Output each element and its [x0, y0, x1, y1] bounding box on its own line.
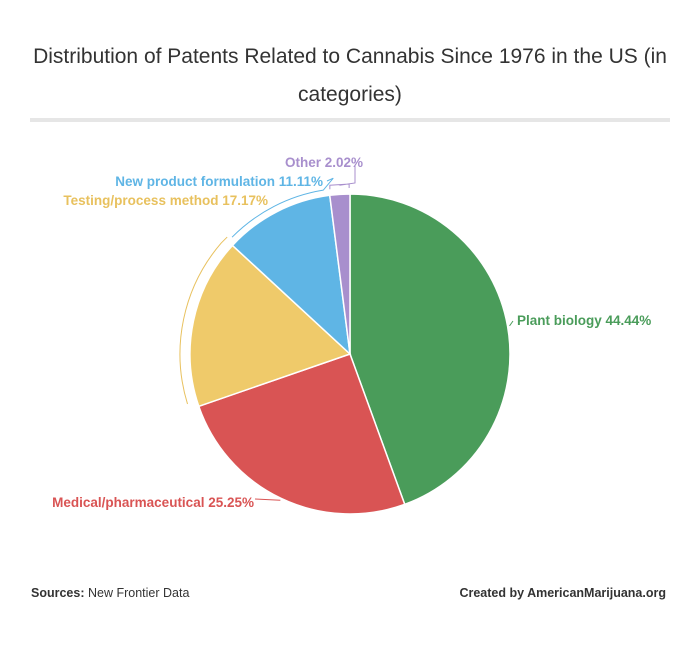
pie-chart: Plant biology 44.44% Medical/pharmaceutic…: [52, 155, 651, 515]
pie-slice-medical-pharmaceutical[interactable]: [197, 353, 406, 515]
leader-lines: [179, 165, 514, 501]
pie-slices: [189, 193, 511, 515]
leader-line-2: [254, 498, 281, 501]
chart-title: Distribution of Patents Related to Canna…: [33, 45, 667, 106]
slice-labels: Plant biology 44.44% Medical/pharmaceutic…: [52, 155, 651, 510]
pie-slice-new-product-formulation[interactable]: [231, 194, 352, 356]
sources-value: New Frontier Data: [87, 586, 190, 600]
pie-slice-other[interactable]: [328, 193, 351, 355]
pie-slice-plant-biology[interactable]: [349, 193, 511, 506]
credit-link[interactable]: Created by AmericanMarijuana.org: [459, 586, 666, 600]
leader-line-4: [231, 177, 334, 238]
leader-line-1: [509, 320, 514, 327]
title-divider: [30, 118, 670, 122]
pie-slice-testing-process-method[interactable]: [189, 244, 352, 408]
sources-label: Sources:: [31, 586, 85, 600]
slice-label-testing-process-method: Testing/process method 17.17%: [63, 193, 268, 208]
sources-note: Sources: New Frontier Data: [31, 586, 189, 600]
slice-label-medical-pharmaceutical: Medical/pharmaceutical 25.25%: [52, 495, 254, 510]
slice-label-plant-biology: Plant biology 44.44%: [517, 313, 651, 328]
slice-label-other: Other 2.02%: [285, 155, 363, 170]
slice-label-new-product-formulation: New product formulation 11.11%: [115, 174, 323, 189]
leader-line-3: [179, 236, 228, 405]
leader-line-5: [329, 165, 356, 190]
